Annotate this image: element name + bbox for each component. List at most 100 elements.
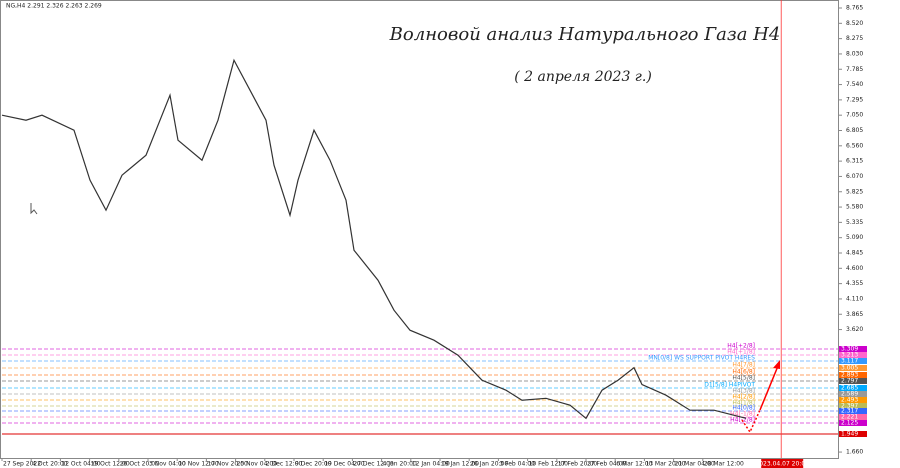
level-box: [839, 397, 867, 403]
level-value: 2.221: [841, 414, 858, 421]
forecast-arrows: [741, 360, 780, 434]
x-tick-label: 9 Dec 20:00: [295, 461, 332, 468]
level-box: [839, 408, 867, 414]
y-tick-label: 8.030: [846, 50, 863, 57]
y-tick-label: 5.090: [846, 234, 863, 241]
header: NG,H4 2.291 2.326 2.263 2.269: [6, 3, 102, 10]
forecast-arrow: [759, 365, 779, 411]
y-tick-label: 4.355: [846, 280, 863, 287]
x-tick-label: 10 Feb 12:00: [529, 461, 569, 468]
y-tick-label: 8.765: [846, 5, 863, 12]
level-value: 2.397: [841, 403, 858, 410]
level-name: H4[1/8]: [732, 400, 755, 407]
level-name: H4[2/8]: [732, 394, 755, 401]
level-name: H4[+1/8]: [727, 349, 755, 356]
y-tick-label: 6.805: [846, 127, 863, 134]
x-tick-label: 12 Jan 04:00: [412, 461, 450, 468]
x-tick-label: 19 Jan 12:00: [441, 461, 479, 468]
y-tick-label: 3.865: [846, 311, 863, 318]
y-tick-label: 7.785: [846, 66, 863, 73]
x-tick-label: 21 Mar 04:00: [675, 461, 715, 468]
y-tick-label: 5.580: [846, 204, 863, 211]
y-tick-label: 8.275: [846, 35, 863, 42]
x-tick-label: 6 Mar 12:00: [616, 461, 652, 468]
x-tick-label: 17 Nov 20:00: [207, 461, 248, 468]
level-name: D1[5/8] H4PIVOT: [704, 382, 755, 389]
x-tick-label: 3 Nov 04:00: [149, 461, 186, 468]
level-box: [839, 372, 867, 378]
x-tick-label: 17 Feb 20:00: [558, 461, 598, 468]
level-value: 2.317: [841, 408, 858, 415]
y-tick-label: 6.560: [846, 142, 863, 149]
y-tick-label: 4.845: [846, 250, 863, 257]
x-tick-label: 26 Jan 20:00: [470, 461, 508, 468]
arrow-head: [773, 360, 780, 369]
x-tick-label: 25 Nov 04:00: [237, 461, 278, 468]
level-value: 2.493: [841, 397, 858, 404]
y-tick-label: 7.050: [846, 112, 863, 119]
plot-frame: [0, 0, 839, 459]
y-tick-label: 6.070: [846, 173, 863, 180]
level-name: H4[0/8]: [732, 405, 755, 412]
x-tick-label: 28 Mar 12:00: [704, 461, 744, 468]
level-box: [839, 385, 867, 391]
forecast-label: 2023.04.07 20:00: [755, 461, 809, 468]
level-value: 3.117: [841, 358, 858, 365]
x-tick-label: 2 Dec 12:00: [266, 461, 303, 468]
forecast-dotted: [741, 409, 761, 434]
x-tick-label: 3 Feb 04:00: [499, 461, 535, 468]
y-tick-label: 5.825: [846, 188, 863, 195]
y-tick-label: 4.600: [846, 265, 863, 272]
x-tick-label: 19 Dec 04:00: [324, 461, 365, 468]
x-tick-label: 4 Oct 20:00: [32, 461, 67, 468]
level-name: MN[0/8] WS SUPPORT PIVOT H4RES: [648, 355, 755, 362]
chart-title: Волновой анализ Натурального Газа H4: [389, 24, 781, 45]
level-box: [839, 391, 867, 397]
x-tick-label: 13 Mar 20:00: [645, 461, 685, 468]
x-tick-label: 19 Oct 12:00: [91, 461, 130, 468]
x-tick-label: 26 Oct 20:00: [120, 461, 159, 468]
x-tick-label: 10 Nov 12:00: [178, 461, 219, 468]
level-box: [839, 358, 867, 364]
level-box: [839, 403, 867, 409]
level-box: [839, 346, 867, 352]
level-name: H4[6/8]: [732, 369, 755, 376]
level-name: H4[-1/8]: [730, 411, 755, 418]
cursor-icon: [30, 203, 38, 215]
y-tick-label: 8.520: [846, 20, 863, 27]
level-name: H4[7/8]: [732, 362, 755, 369]
y-tick-label: 3.620: [846, 326, 863, 333]
level-box: [839, 414, 867, 420]
y-tick-label: 6.315: [846, 158, 863, 165]
level-name: H4[3/8]: [732, 388, 755, 395]
y-tick-label: 5.335: [846, 219, 863, 226]
forecast-box: [761, 459, 804, 468]
level-value: 2.589: [841, 391, 858, 398]
chart-subtitle: ( 2 апреля 2023 г.): [514, 69, 652, 85]
level-box: [839, 420, 867, 426]
x-tick-label: 27 Sep 2022: [3, 461, 41, 468]
price-line: [1, 58, 747, 420]
y-tick-label: 1.660: [846, 449, 863, 456]
level-value: 2.685: [841, 385, 858, 392]
y-tick-label: 7.295: [846, 96, 863, 103]
x-tick-label: 4 Jan 20:00: [383, 461, 417, 468]
level-value: 2.797: [841, 378, 858, 385]
level-box: [839, 378, 867, 384]
x-tick-label: 27 Dec 12:00: [353, 461, 394, 468]
level-value: 3.213: [841, 352, 858, 359]
x-tick-label: 27 Feb 04:00: [587, 461, 627, 468]
red-level-value: 1.949: [841, 431, 858, 438]
level-value: 3.309: [841, 346, 858, 353]
level-value: 3.005: [841, 365, 858, 372]
level-value: 2.125: [841, 420, 858, 427]
y-tick-label: 4.110: [846, 295, 863, 302]
y-tick-label: 7.540: [846, 81, 863, 88]
level-box: [839, 352, 867, 358]
x-tick-label: 12 Oct 04:00: [61, 461, 100, 468]
level-name: H4[5/8]: [732, 375, 755, 382]
level-value: 2.893: [841, 372, 858, 379]
level-box: [839, 365, 867, 371]
